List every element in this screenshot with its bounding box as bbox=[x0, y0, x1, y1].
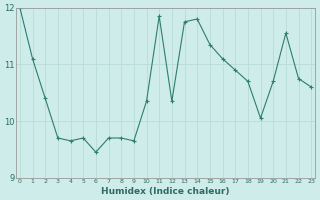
X-axis label: Humidex (Indice chaleur): Humidex (Indice chaleur) bbox=[101, 187, 230, 196]
